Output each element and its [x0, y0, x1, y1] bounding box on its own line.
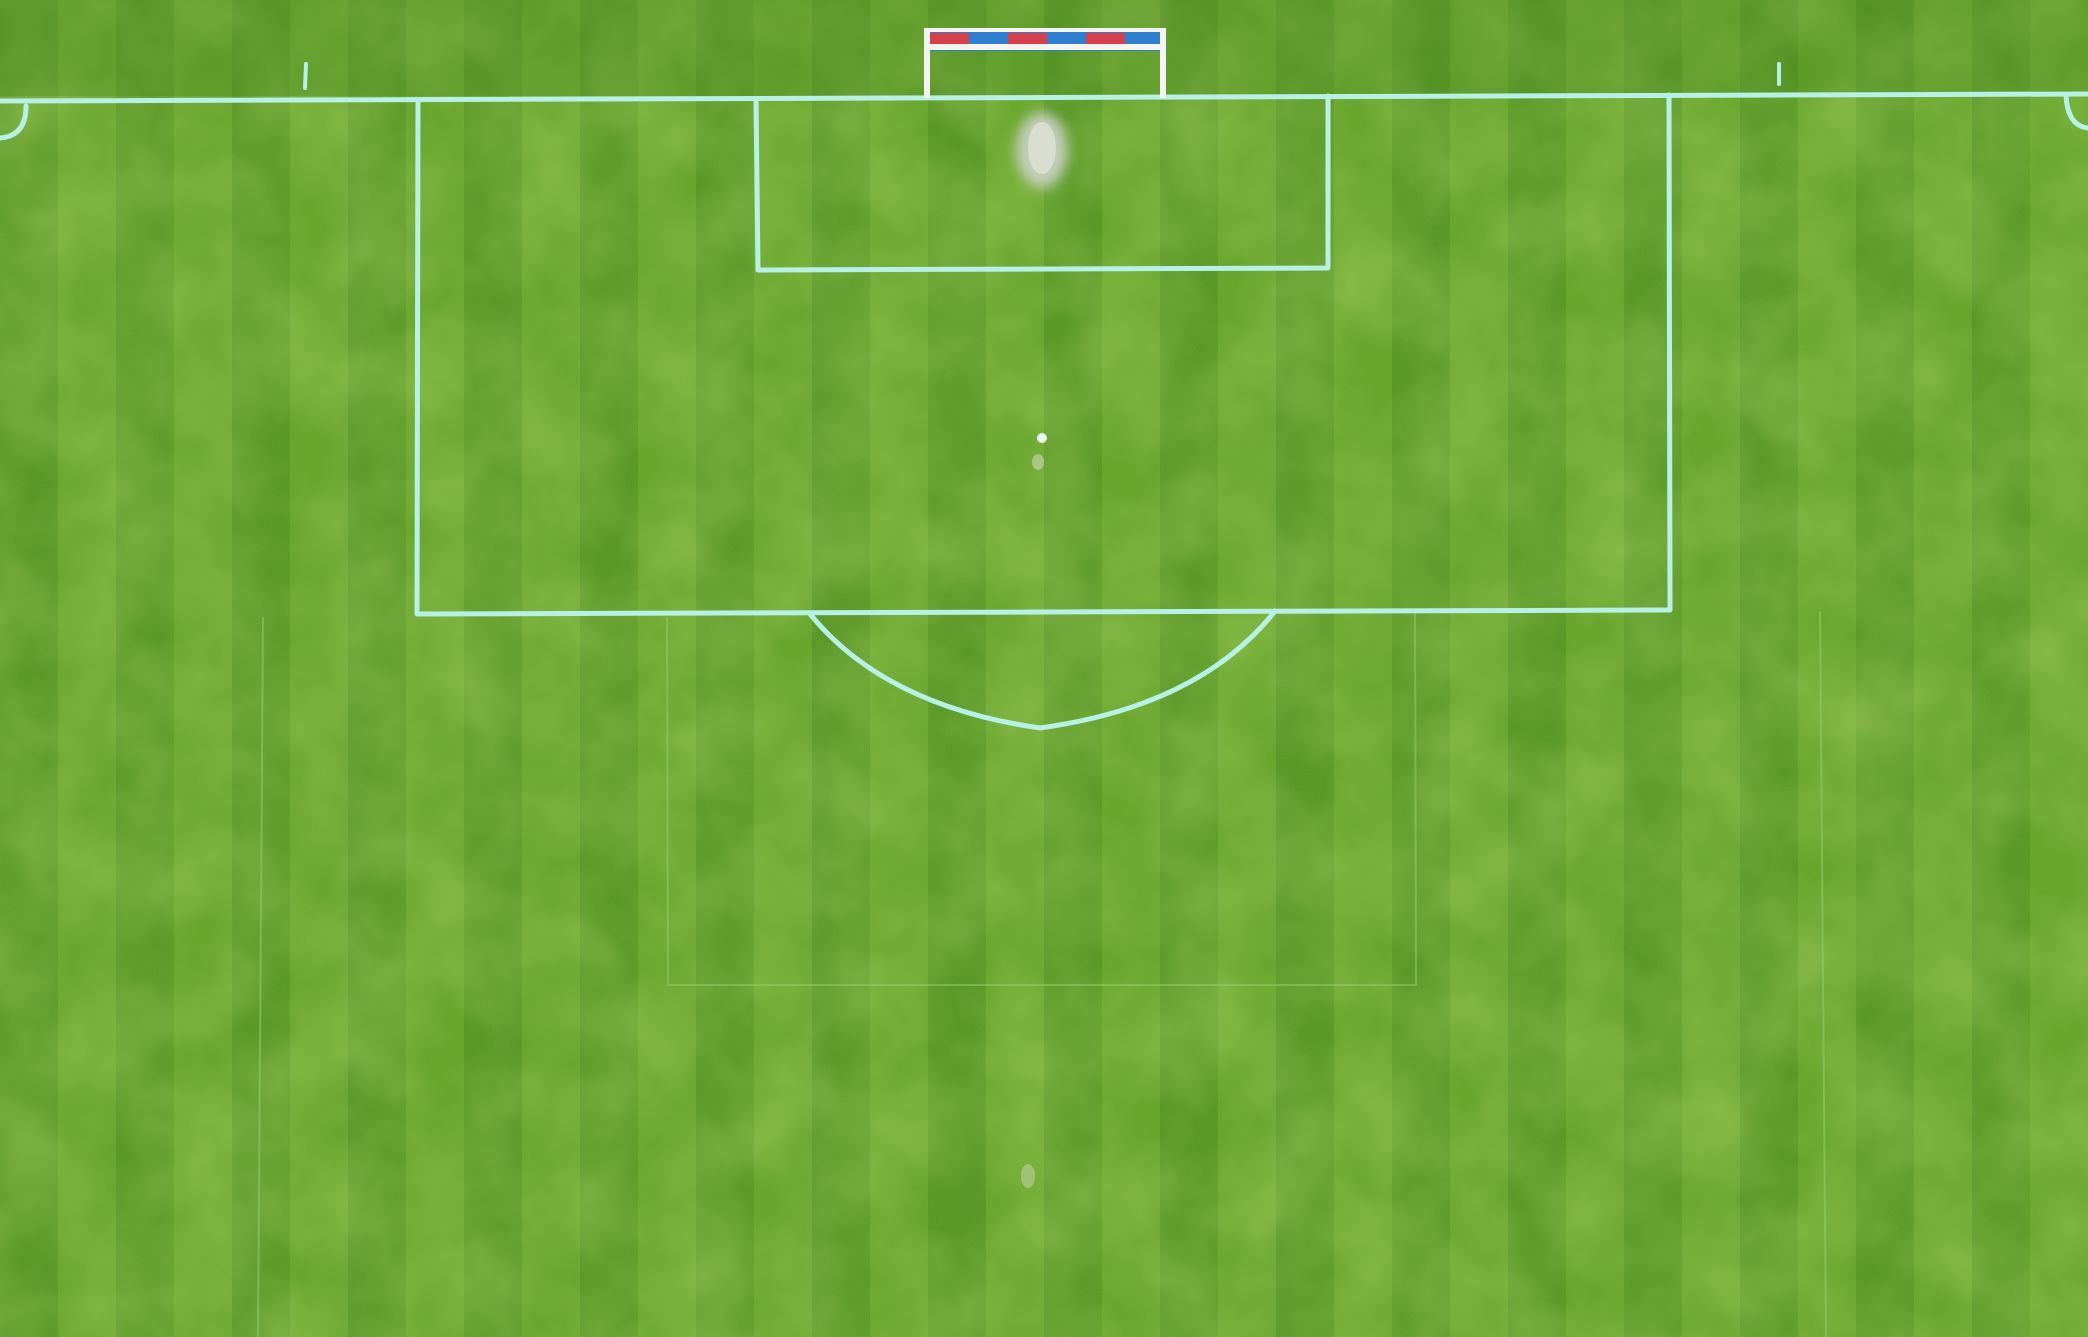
corner-mark-left [303, 62, 308, 90]
goal [924, 28, 1166, 98]
goal-line [0, 91, 2088, 104]
penalty-area [414, 92, 1673, 617]
faint-line-right [1819, 611, 1827, 1337]
corner-arc-right [2063, 93, 2088, 131]
faint-box-left [666, 617, 669, 986]
penalty-arc [807, 608, 1278, 731]
penalty-spot-wear [1032, 454, 1044, 470]
goal-back-bar [924, 28, 1166, 32]
field-markings [0, 62, 2088, 731]
net-check [1086, 33, 1125, 45]
net-check [1008, 33, 1047, 45]
faint-box-right [1414, 611, 1417, 986]
goal-net-pattern [930, 33, 1164, 45]
worn-goalmouth-core [1028, 122, 1056, 174]
worn-spot-lower [1021, 1164, 1035, 1188]
net-check [969, 33, 1008, 45]
net-check [930, 33, 969, 45]
net-check [1047, 33, 1086, 45]
penalty-spot [1037, 433, 1047, 443]
goal-crossbar [924, 44, 1166, 50]
faint-line-left [257, 617, 264, 1337]
corner-arc-left [0, 103, 29, 141]
net-check [1125, 33, 1164, 45]
faint-old-markings [257, 611, 1827, 1337]
goal-area [753, 93, 1331, 273]
goal-post-right [1160, 28, 1166, 98]
goal-post-left [924, 28, 930, 98]
